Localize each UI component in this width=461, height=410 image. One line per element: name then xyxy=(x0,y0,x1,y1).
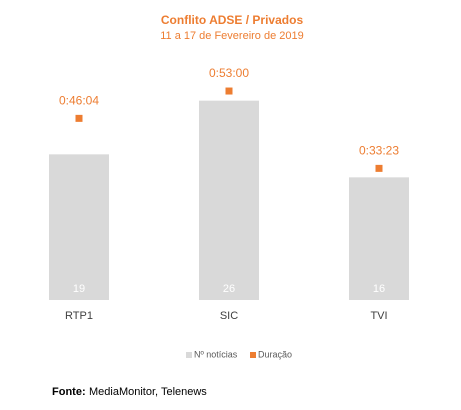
x-tick-label: TVI xyxy=(370,310,387,322)
source-label: Fonte: xyxy=(52,386,86,398)
legend-swatch xyxy=(186,352,192,358)
bar-value-label: 16 xyxy=(373,283,385,295)
marker-value-label: 0:33:23 xyxy=(359,144,399,158)
bar xyxy=(199,100,259,301)
legend-swatch xyxy=(250,352,256,358)
chart-subtitle: 11 a 17 de Fevereiro de 2019 xyxy=(160,30,304,42)
bar xyxy=(349,177,409,300)
marker xyxy=(225,87,233,95)
bar-value-label: 19 xyxy=(73,283,85,295)
marker xyxy=(375,164,383,172)
bar-value-label: 26 xyxy=(223,283,235,295)
legend-label: Duração xyxy=(258,349,292,359)
marker xyxy=(75,114,83,122)
x-tick-label: RTP1 xyxy=(65,310,93,322)
marker-value-label: 0:46:04 xyxy=(59,94,99,108)
legend-label: Nº notícias xyxy=(194,349,238,359)
source: MediaMonitor, Telenews xyxy=(89,386,207,398)
chart-title: Conflito ADSE / Privados xyxy=(161,13,304,27)
x-tick-label: SIC xyxy=(220,310,238,322)
bar xyxy=(49,154,109,300)
marker-value-label: 0:53:00 xyxy=(209,66,249,80)
